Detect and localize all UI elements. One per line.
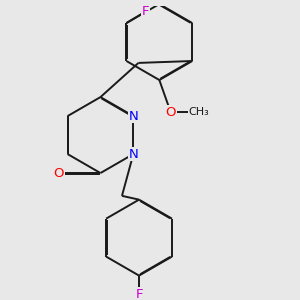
Text: CH₃: CH₃: [189, 107, 210, 117]
Text: N: N: [128, 110, 138, 123]
Text: O: O: [53, 167, 64, 180]
Text: F: F: [142, 5, 149, 18]
Text: F: F: [135, 288, 143, 300]
Text: N: N: [128, 148, 138, 160]
Text: O: O: [166, 106, 176, 119]
